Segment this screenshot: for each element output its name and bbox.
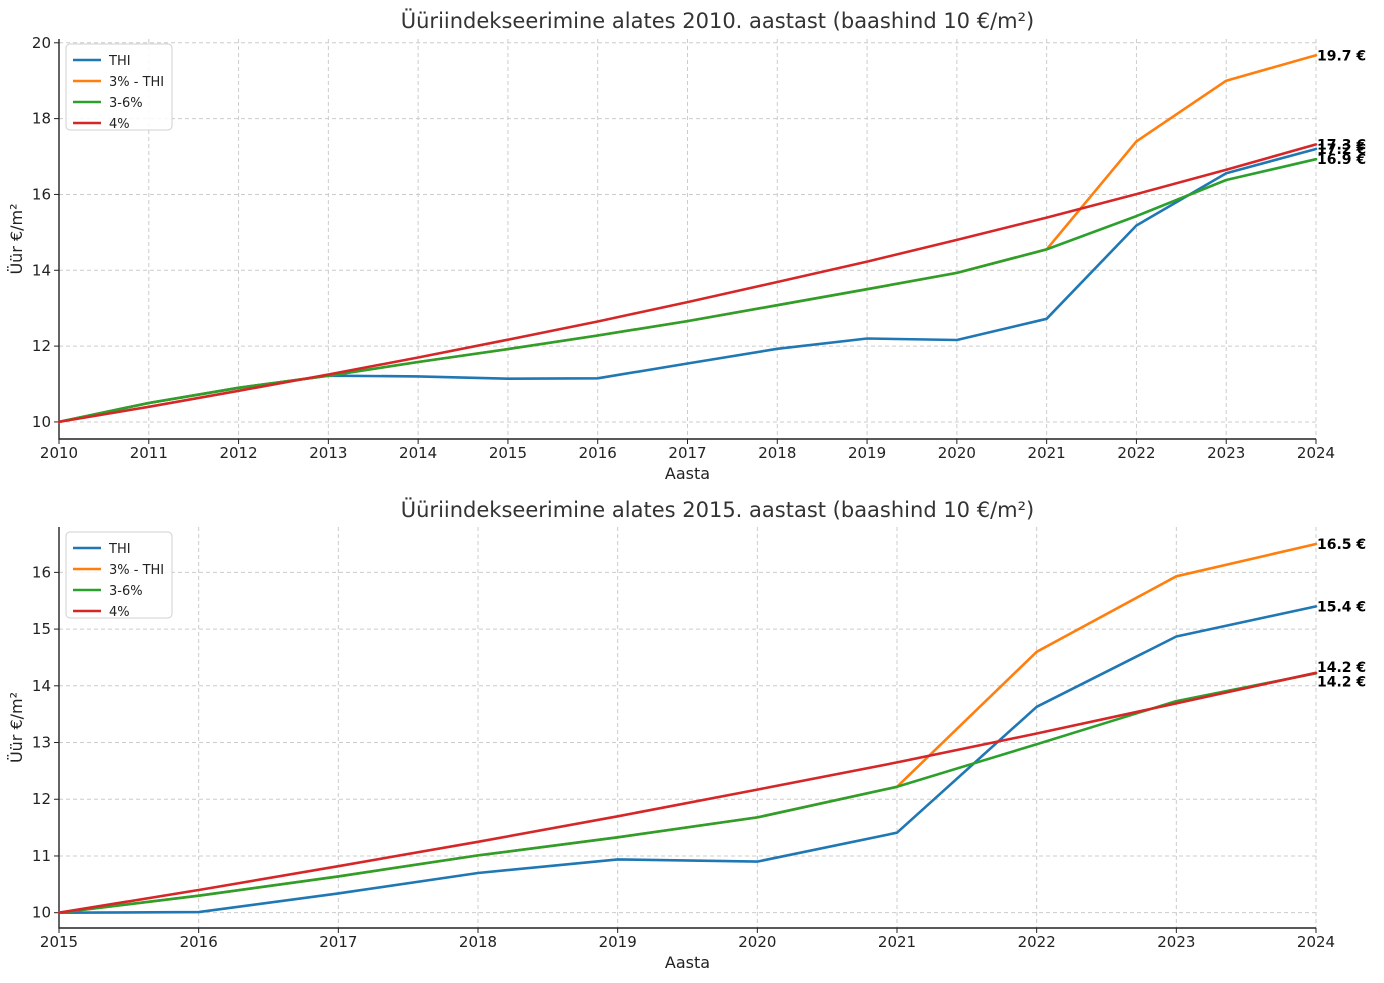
x-tick-label: 2020 [738,933,776,951]
y-tick-label: 16 [32,185,51,203]
legend-label: 3-6% [109,584,143,599]
end-value-label: 17.3 € [1317,137,1366,153]
series-line-3-6 [57,157,1318,424]
y-axis-label: Üür €/m² [7,692,26,763]
y-tick-label: 14 [32,261,51,279]
x-tick-label: 2015 [489,444,527,462]
end-value-label: 15.4 € [1317,599,1366,615]
x-tick-label: 2011 [130,444,168,462]
y-tick-label: 15 [32,620,51,638]
legend-label: 4% [109,605,130,620]
y-tick-label: 13 [32,734,51,752]
y-tick-label: 11 [32,847,51,865]
series-line-thi [57,605,1318,915]
x-tick-label: 2019 [848,444,886,462]
legend-label: 3% - THI [109,75,164,90]
y-tick-label: 20 [32,34,51,52]
y-tick-label: 14 [32,677,51,695]
x-tick-label: 2014 [399,444,437,462]
x-tick-label: 2023 [1207,444,1245,462]
x-tick-label: 2019 [599,933,637,951]
x-tick-label: 2021 [1028,444,1066,462]
y-tick-label: 16 [32,563,51,581]
x-tick-label: 2016 [180,933,218,951]
series-line-4 [57,143,1318,424]
legend: THI 3% - THI 3-6% 4% [65,531,173,620]
x-tick-label: 2017 [319,933,357,951]
legend-label: 3% - THI [109,563,164,578]
x-tick-label: 2013 [309,444,347,462]
series-line-4 [57,671,1318,915]
y-tick-label: 12 [32,790,51,808]
axis-spine [58,527,1316,929]
legend-label: THI [108,542,131,557]
x-tick-label: 2010 [40,444,78,462]
chart-title: Üüriindekseerimine alates 2015. aastast … [401,497,1034,522]
legend-label: THI [108,54,131,69]
legend: THI 3% - THI 3-6% 4% [65,43,173,132]
x-tick-label: 2017 [668,444,706,462]
y-tick-label: 18 [32,110,51,128]
series-line-3-thi [57,542,1318,915]
y-axis-label: Üür €/m² [7,203,26,274]
x-tick-label: 2012 [219,444,257,462]
x-tick-label: 2024 [1297,933,1335,951]
legend-frame [65,43,173,131]
x-axis-label: Aasta [665,464,710,483]
x-tick-label: 2022 [1018,933,1056,951]
x-tick-label: 2024 [1297,444,1335,462]
y-tick-label: 10 [32,904,51,922]
end-value-label: 16.5 € [1317,537,1366,553]
end-value-label: 17.2 € [1317,142,1366,158]
x-tick-label: 2022 [1117,444,1155,462]
end-value-label: 14.2 € [1317,660,1366,676]
y-tick-label: 12 [32,337,51,355]
chart-2: 2015 2016 2017 2018 2019 2020 2021 2022 2023 2024… [7,497,1366,972]
y-tick-label: 10 [32,413,51,431]
x-tick-label: 2020 [938,444,976,462]
x-tick-label: 2015 [40,933,78,951]
legend-label: 3-6% [109,96,143,111]
x-tick-label: 2021 [878,933,916,951]
legend-label: 4% [109,117,130,132]
end-value-label: 14.2 € [1317,674,1366,690]
series-line-3-6 [57,671,1318,915]
x-tick-label: 2018 [758,444,796,462]
chart-1: 2010 2011 2012 2013 2014 2015 2016 2017 2018 2019… [7,8,1366,483]
x-tick-label: 2018 [459,933,497,951]
x-axis-label: Aasta [665,953,710,972]
legend-frame [65,531,173,619]
x-tick-label: 2016 [579,444,617,462]
end-value-label: 19.7 € [1317,48,1366,64]
chart-title: Üüriindekseerimine alates 2010. aastast … [401,8,1034,33]
end-value-label: 16.9 € [1317,152,1366,168]
x-tick-label: 2023 [1157,933,1195,951]
